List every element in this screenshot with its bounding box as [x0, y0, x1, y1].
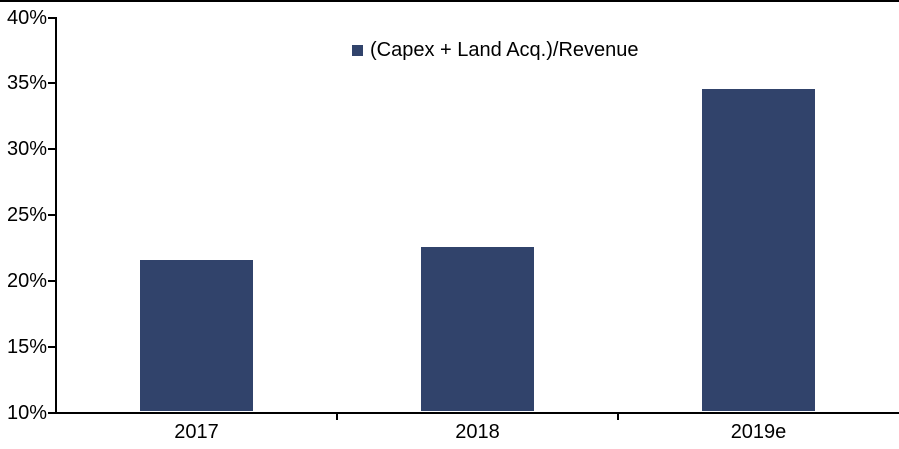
y-tick [48, 16, 56, 19]
y-tick-label: 15% [6, 335, 47, 358]
x-tick [336, 413, 338, 420]
bar-2017 [140, 259, 253, 412]
x-tick [617, 413, 619, 420]
x-category-label: 2019e [730, 421, 787, 443]
y-tick-label: 40% [6, 6, 47, 29]
y-tick-label: 25% [6, 204, 47, 226]
y-tick [48, 345, 56, 348]
y-tick [48, 279, 56, 282]
y-axis-line [55, 16, 57, 414]
legend-square-icon [352, 44, 363, 56]
y-tick [48, 148, 56, 151]
bar-2019e [702, 88, 815, 412]
y-tick-label: 20% [6, 269, 47, 292]
y-tick-label: 35% [6, 72, 47, 95]
x-category-label: 2017 [174, 421, 219, 443]
x-axis-line [48, 411, 899, 414]
y-tick [48, 214, 56, 216]
y-tick-label: 30% [6, 138, 47, 161]
y-tick [48, 82, 56, 85]
bar-2018 [421, 246, 534, 412]
y-tick-label: 10% [6, 401, 47, 424]
legend-label: (Capex + Land Acq.)/Revenue [370, 39, 639, 61]
chart-legend: (Capex + Land Acq.)/Revenue [352, 39, 639, 61]
x-category-label: 2018 [455, 421, 500, 443]
chart-top-border [0, 0, 899, 2]
